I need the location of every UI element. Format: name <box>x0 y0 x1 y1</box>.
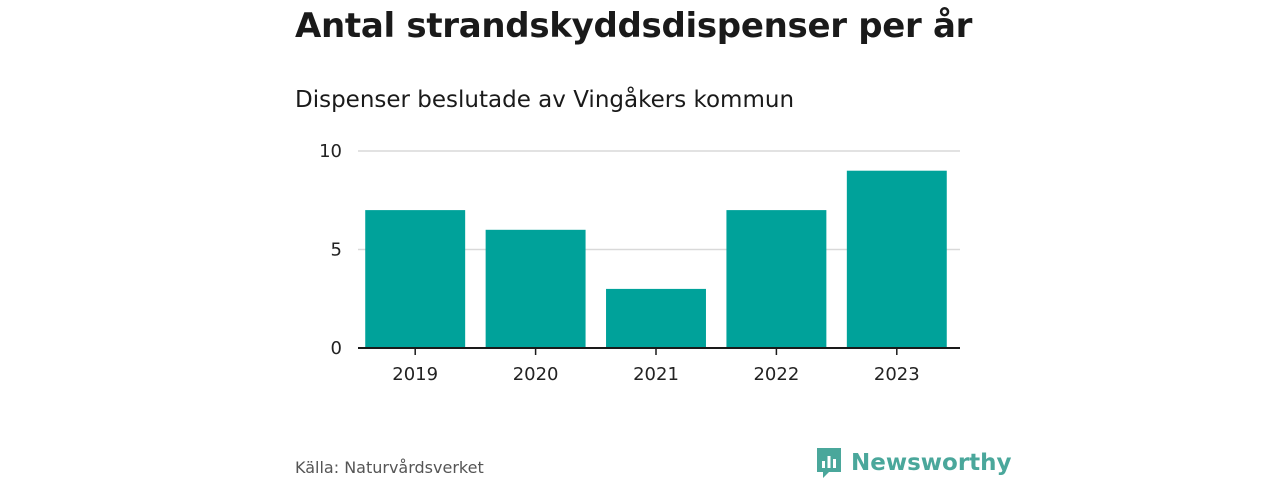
bar-chart: 0 5 10 2019 2020 2021 2022 2023 <box>319 141 960 385</box>
y-tick-label: 5 <box>331 240 342 261</box>
chart-subtitle: Dispenser beslutade av Vingåkers kommun <box>295 87 795 113</box>
source-note: Källa: Naturvårdsverket <box>295 458 484 477</box>
bar-2019 <box>365 210 466 348</box>
y-axis-ticks: 0 5 10 <box>319 141 342 359</box>
bar-2022 <box>726 210 827 348</box>
y-tick-label: 0 <box>331 338 342 359</box>
bars <box>365 170 947 348</box>
bar-2020 <box>485 229 586 348</box>
newsworthy-logo-icon <box>817 448 841 478</box>
x-axis-ticks: 2019 2020 2021 2022 2023 <box>392 348 920 385</box>
bar-2021 <box>606 288 706 348</box>
x-tick-label: 2021 <box>633 364 679 385</box>
x-tick-label: 2022 <box>753 364 799 385</box>
x-tick-label: 2020 <box>513 364 559 385</box>
chart-title: Antal strandskyddsdispenser per år <box>295 6 973 46</box>
x-tick-label: 2023 <box>874 364 920 385</box>
brand-logo: Newsworthy <box>815 446 1012 480</box>
x-tick-label: 2019 <box>392 364 438 385</box>
bar-2023 <box>846 170 947 348</box>
brand-name: Newsworthy <box>851 450 1012 476</box>
y-tick-label: 10 <box>319 141 342 162</box>
